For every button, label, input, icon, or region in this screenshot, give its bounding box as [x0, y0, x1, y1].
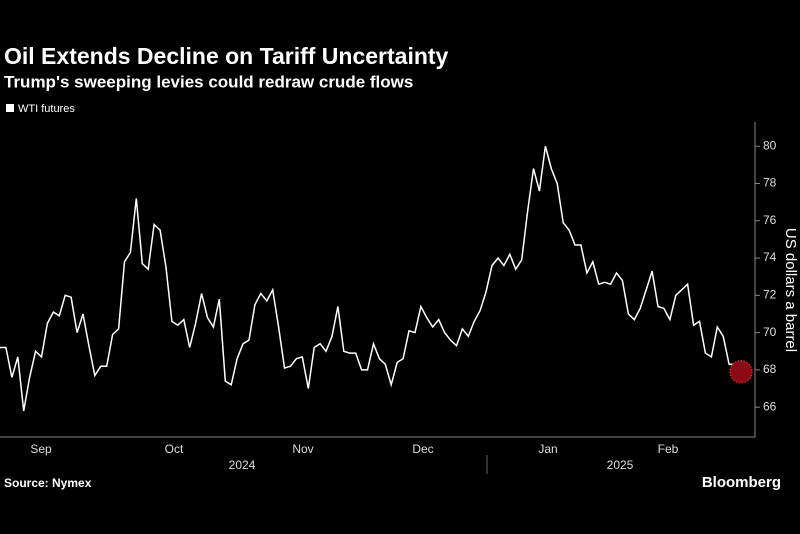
x-tick-label: Jan — [538, 442, 557, 456]
y-tick-label: 66 — [763, 399, 777, 413]
legend-label: WTI futures — [18, 103, 75, 115]
y-tick-label: 68 — [763, 362, 777, 376]
x-tick-label: Feb — [658, 442, 679, 456]
y-tick-label: 76 — [763, 213, 777, 227]
price-line — [0, 146, 742, 412]
chart-subtitle: Trump's sweeping levies could redraw cru… — [4, 72, 413, 91]
y-tick-label: 72 — [763, 288, 777, 302]
last-point-marker — [729, 360, 753, 384]
x-tick-label: Sep — [30, 442, 52, 456]
y-axis-label: US dollars a barrel — [782, 228, 799, 352]
legend-swatch — [6, 104, 14, 112]
year-label: 2024 — [229, 458, 256, 472]
x-tick-label: Nov — [292, 442, 313, 456]
y-tick-label: 70 — [763, 325, 777, 339]
y-tick-label: 80 — [763, 138, 777, 152]
x-tick-label: Oct — [165, 442, 184, 456]
brand: Bloomberg — [702, 474, 781, 491]
x-tick-label: Dec — [412, 442, 433, 456]
y-tick-label: 78 — [763, 176, 777, 190]
y-tick-label: 74 — [763, 250, 777, 264]
chart-title: Oil Extends Decline on Tariff Uncertaint… — [4, 43, 449, 69]
source: Source: Nymex — [4, 476, 92, 490]
year-label: 2025 — [607, 458, 634, 472]
